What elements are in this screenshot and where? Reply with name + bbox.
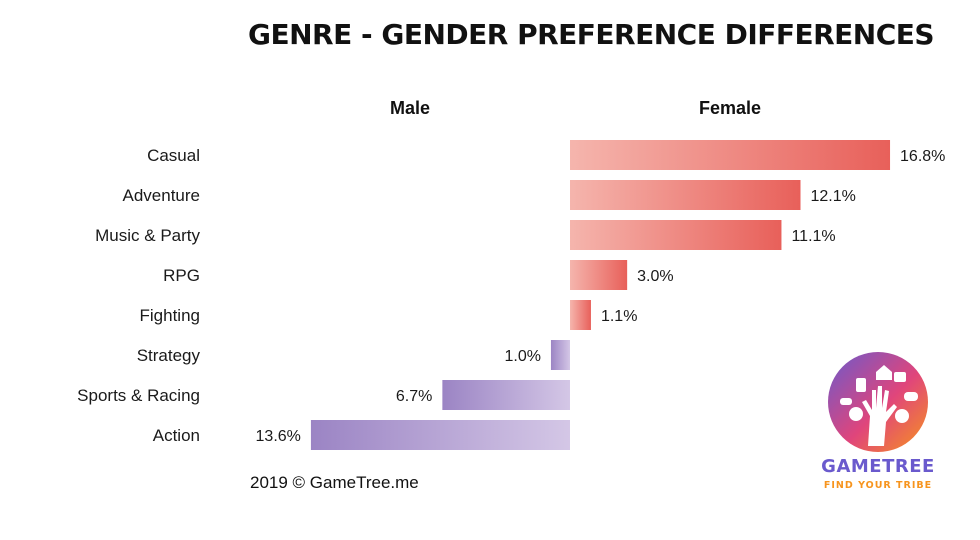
category-label: Fighting (140, 306, 200, 325)
bar-action (310, 420, 570, 450)
bar-casual (570, 140, 891, 170)
category-label: Casual (147, 146, 200, 165)
value-label: 3.0% (637, 268, 673, 285)
value-label: 13.6% (256, 428, 301, 445)
value-label: 1.1% (601, 308, 637, 325)
value-label: 11.1% (791, 228, 835, 245)
category-label: Sports & Racing (77, 386, 200, 405)
bar-adventure (570, 180, 801, 210)
chart-title: GENRE - GENDER PREFERENCE DIFFERENCES (248, 18, 935, 51)
value-label: 12.1% (811, 188, 856, 205)
bar-rpg (570, 260, 628, 290)
category-label: Action (153, 426, 200, 445)
value-label: 6.7% (396, 388, 432, 405)
category-label: RPG (163, 266, 200, 285)
bar-strategy (550, 340, 570, 370)
bar-music-party (570, 220, 782, 250)
logo-tagline: FIND YOUR TRIBE (823, 480, 933, 491)
gametree-logo-icon (828, 352, 928, 452)
female-column-header: Female (698, 98, 762, 118)
copyright-footer: 2019 © GameTree.me (250, 473, 419, 492)
category-label: Strategy (137, 346, 201, 365)
category-label: Adventure (123, 186, 201, 205)
value-label: 16.8% (900, 148, 945, 165)
bar-fighting (570, 300, 591, 330)
gametree-logo: GAMETREE FIND YOUR TRIBE (818, 350, 938, 500)
category-label: Music & Party (95, 226, 200, 245)
logo-wordmark: GAMETREE (821, 456, 935, 477)
bar-sports-racing (442, 380, 570, 410)
male-column-header: Male (389, 98, 431, 118)
value-label: 1.0% (504, 348, 540, 365)
